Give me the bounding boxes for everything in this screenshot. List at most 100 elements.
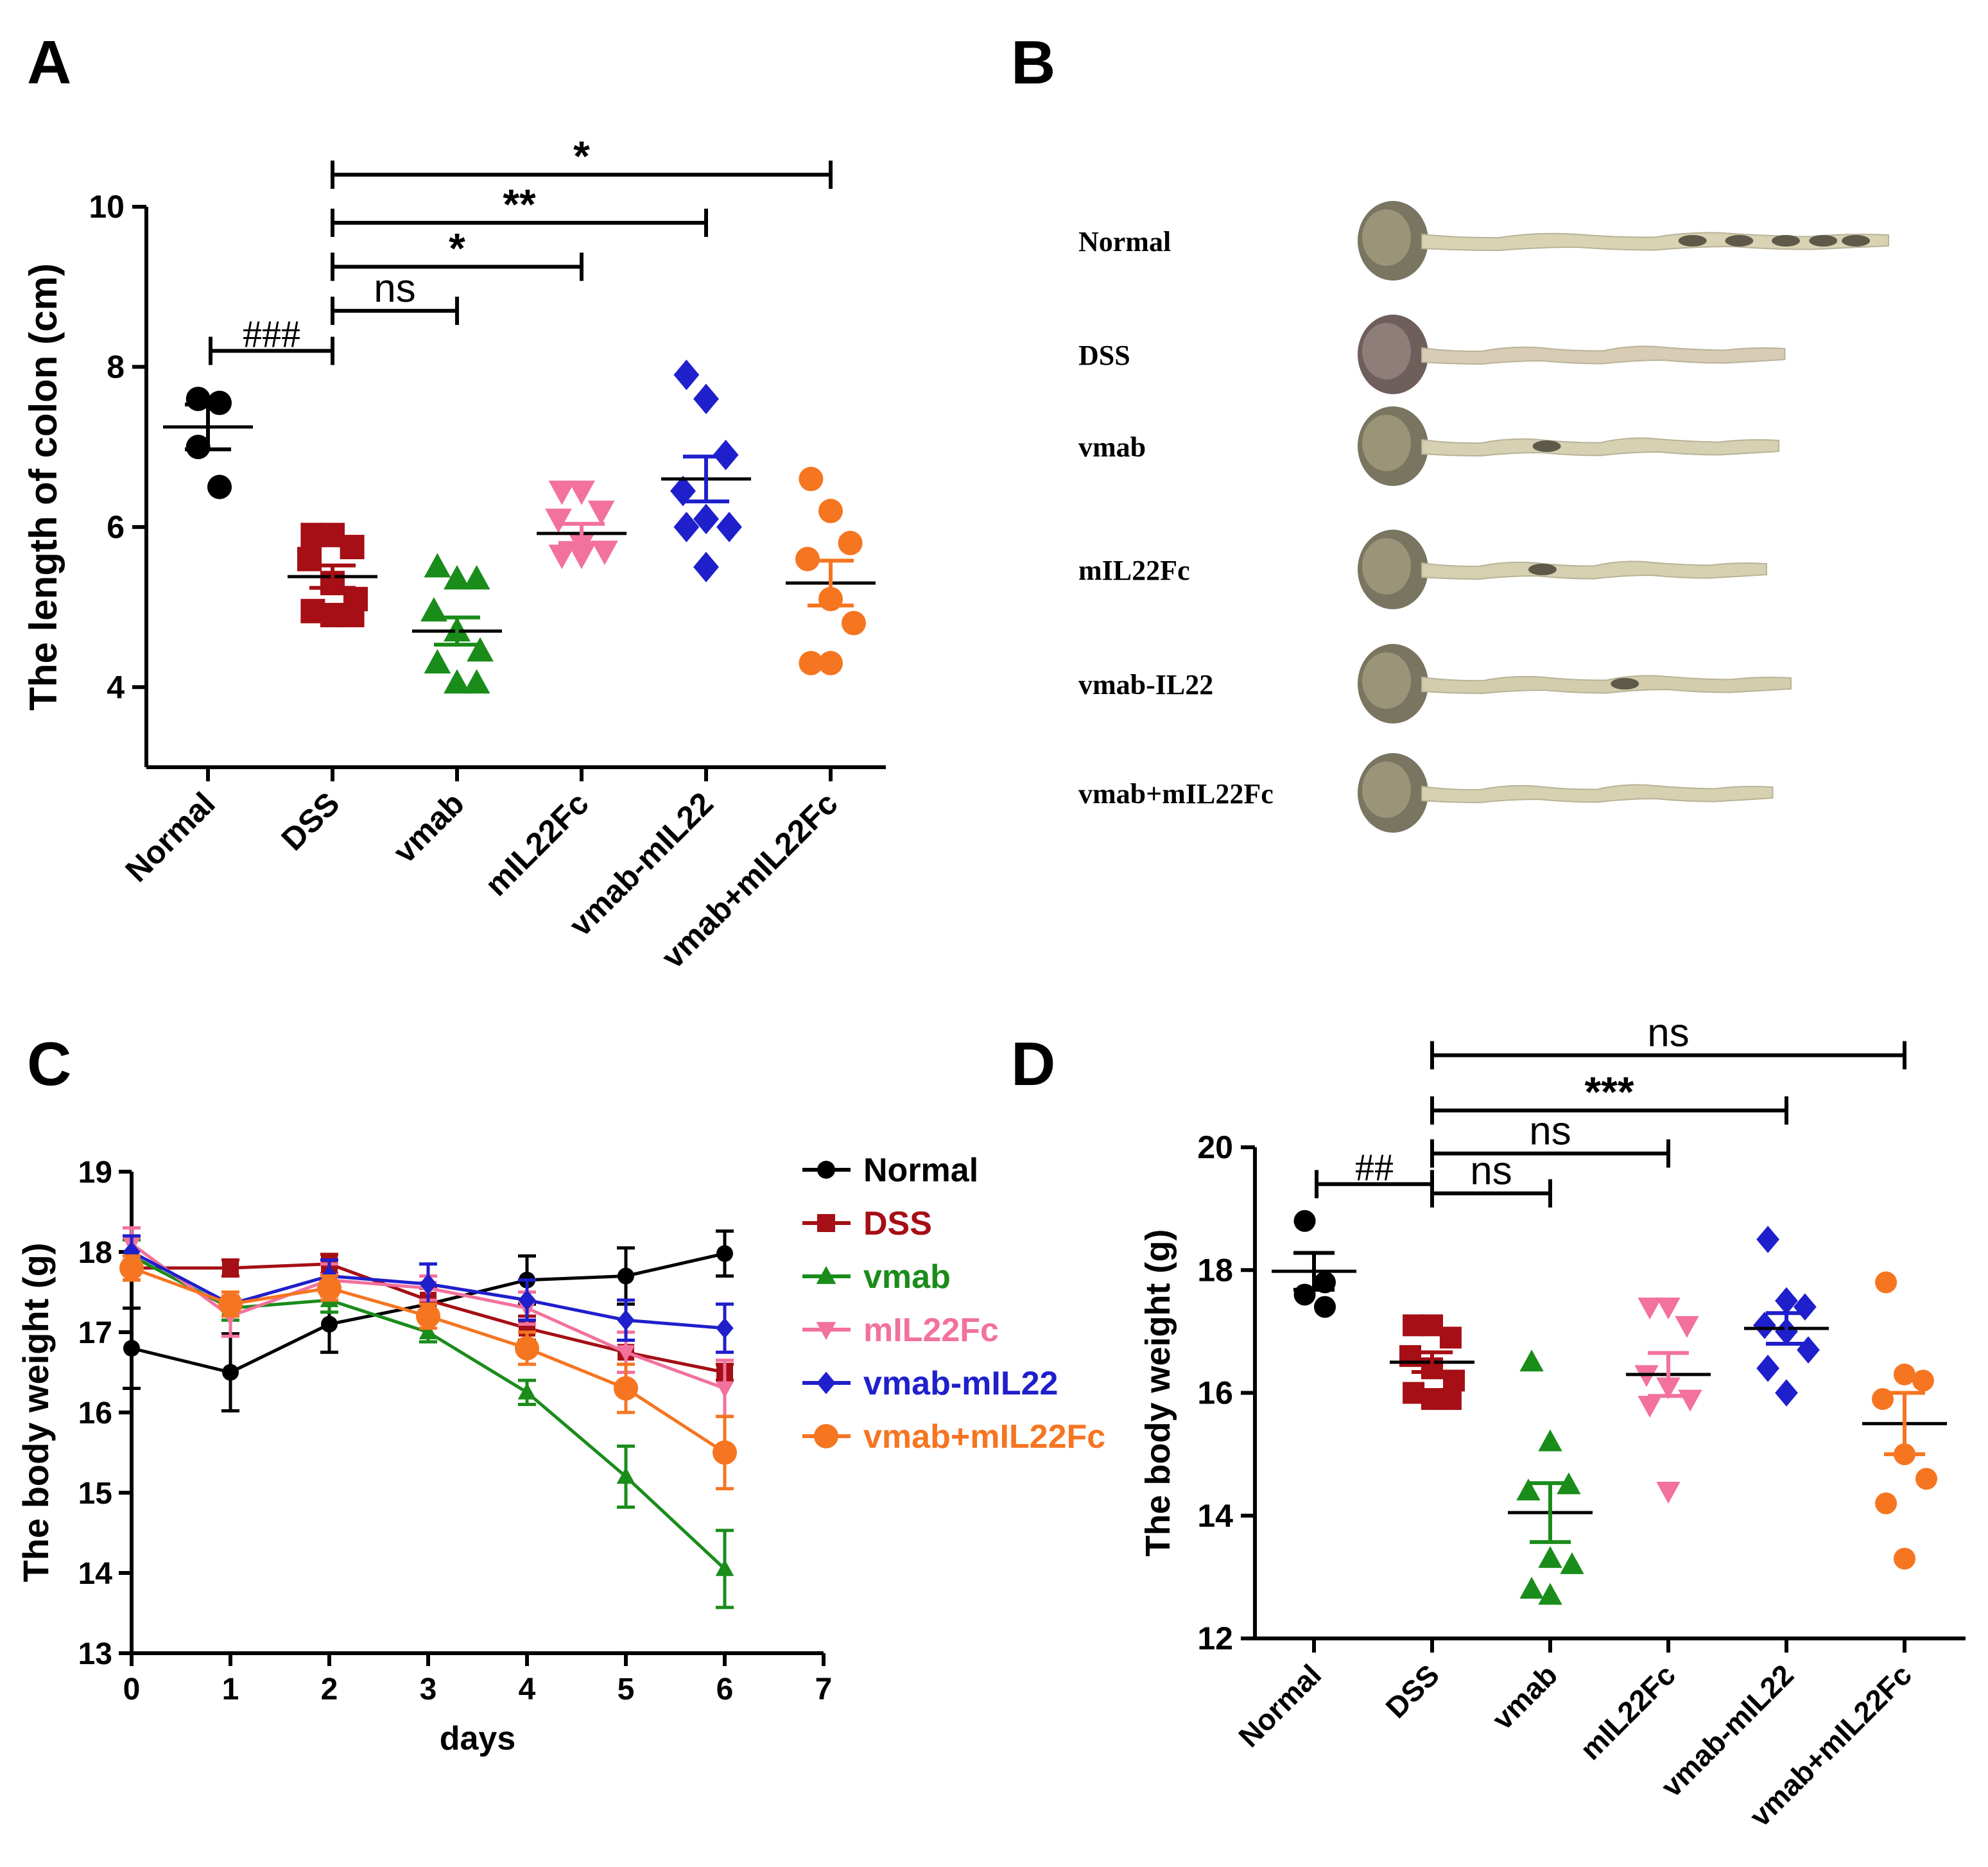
data-point <box>444 669 471 694</box>
faecal-pellet <box>1772 235 1801 247</box>
x-tick-label-mil22fc: mIL22Fc <box>1573 1658 1682 1766</box>
data-point <box>1912 1369 1934 1392</box>
group-vmab-mil22fc <box>786 467 876 675</box>
x-tick-label: 5 <box>618 1672 635 1706</box>
legend-label: vmab+mIL22Fc <box>863 1418 1105 1455</box>
data-point <box>1894 1363 1915 1385</box>
legend-label: DSS <box>863 1205 932 1242</box>
y-tick-label: 16 <box>1197 1375 1233 1411</box>
x-tick-label: 7 <box>815 1672 833 1706</box>
colon-tube <box>1421 560 1767 580</box>
significance-bracket: ** <box>331 180 708 237</box>
x-tick-label: 0 <box>123 1672 141 1706</box>
x-tick-label: 4 <box>519 1672 536 1706</box>
significance-label: ns <box>1470 1149 1512 1194</box>
panel-d-body-weight-chart: 12 14 16 18 20 The body weight (g) Normal DSS vm… <box>1139 1011 1966 1833</box>
y-tick-label: 8 <box>107 349 125 385</box>
significance-bracket: ns <box>1430 1011 1906 1070</box>
panel-b-colon-photo: Normal DSS vmab mIL22Fc vmab-IL22 vmab+mIL22F… <box>1078 201 1889 833</box>
data-point <box>1753 1312 1776 1339</box>
panel-letter-b: B <box>1011 28 1055 97</box>
panel-a-colon-length-chart: 4 6 8 10 The length of colon (cm) Normal DSS vm… <box>22 132 886 975</box>
x-tick-label-dss: DSS <box>274 785 346 857</box>
data-point <box>1516 1478 1541 1500</box>
data-point <box>297 546 322 571</box>
legend-item-vmab-mil22fc: vmab+mIL22Fc <box>802 1418 1105 1455</box>
x-tick-label: 3 <box>420 1672 437 1706</box>
data-point <box>1875 1492 1897 1515</box>
data-point <box>1678 1389 1702 1412</box>
data-point <box>1634 1365 1659 1387</box>
colon-tube <box>1421 675 1792 695</box>
significance-label: ### <box>243 313 300 355</box>
y-axis-label: The length of colon (cm) <box>22 263 65 711</box>
data-point <box>463 565 490 590</box>
significance-bracket: ns <box>1430 1109 1670 1168</box>
data-point <box>444 565 471 590</box>
data-point <box>1538 1429 1562 1452</box>
data-point <box>419 1323 438 1340</box>
data-point <box>1797 1336 1820 1364</box>
y-tick-label: 10 <box>89 189 125 225</box>
data-point <box>1894 1547 1915 1570</box>
significance-label: ** <box>503 180 536 228</box>
data-point <box>218 1292 243 1317</box>
colon-label: vmab <box>1078 431 1146 463</box>
y-tick-label: 6 <box>107 509 125 545</box>
data-point <box>463 669 490 694</box>
colon-row-mil22fc: mIL22Fc <box>1078 530 1767 609</box>
legend-swatch-marker <box>816 1322 836 1341</box>
data-point <box>693 551 719 582</box>
faecal-pellet <box>1611 678 1639 690</box>
colon-tube <box>1421 345 1786 365</box>
data-point <box>568 544 595 569</box>
data-point <box>1403 1314 1425 1337</box>
group-vmab-mil22 <box>661 360 751 582</box>
colon-label: DSS <box>1078 340 1130 371</box>
significance-label: *** <box>1584 1068 1634 1116</box>
data-point <box>420 596 447 621</box>
data-point <box>467 637 494 662</box>
colon-label: Normal <box>1078 226 1171 257</box>
y-tick-label: 17 <box>78 1316 112 1350</box>
data-point <box>1314 1296 1336 1318</box>
data-point <box>1293 1210 1316 1232</box>
data-point <box>419 1273 437 1295</box>
panel-letter-a: A <box>27 28 71 97</box>
data-point <box>424 649 451 674</box>
caecum-highlight <box>1362 209 1411 266</box>
legend-label: vmab-mIL22 <box>863 1365 1058 1402</box>
significance-bracket: ns <box>331 266 459 326</box>
legend-swatch-marker <box>817 1371 836 1394</box>
y-tick-label: 14 <box>1197 1498 1233 1534</box>
colon-label: vmab+mIL22Fc <box>1078 778 1274 810</box>
y-tick-label: 12 <box>1197 1620 1233 1656</box>
data-point <box>838 530 863 555</box>
x-tick-label-vmab: vmab <box>1485 1658 1564 1736</box>
y-tick-label: 18 <box>78 1236 112 1270</box>
data-point <box>618 1267 634 1285</box>
significance-label: * <box>449 225 465 272</box>
data-point <box>548 544 576 569</box>
data-point <box>1519 1350 1544 1372</box>
data-point <box>1775 1379 1798 1407</box>
y-tick-label: 13 <box>78 1637 112 1671</box>
x-axis-label: days <box>440 1720 516 1757</box>
significance-label: ## <box>1355 1146 1394 1188</box>
data-point <box>1421 1388 1443 1411</box>
x-tick-label-dss: DSS <box>1379 1658 1446 1724</box>
legend-swatch-marker <box>814 1424 838 1448</box>
panel-letter-c: C <box>27 1030 71 1098</box>
faecal-pellet <box>1532 440 1561 452</box>
legend-label: mIL22Fc <box>863 1312 999 1349</box>
data-point <box>716 1245 733 1262</box>
significance-label: ns <box>1529 1109 1571 1154</box>
colon-row-vmab-mil22fc: vmab+mIL22Fc <box>1078 753 1774 833</box>
data-point <box>517 1382 537 1400</box>
data-point <box>693 383 719 415</box>
data-point <box>222 1364 239 1381</box>
data-point <box>693 503 719 535</box>
data-point <box>340 535 365 560</box>
colon-label: mIL22Fc <box>1078 555 1190 586</box>
